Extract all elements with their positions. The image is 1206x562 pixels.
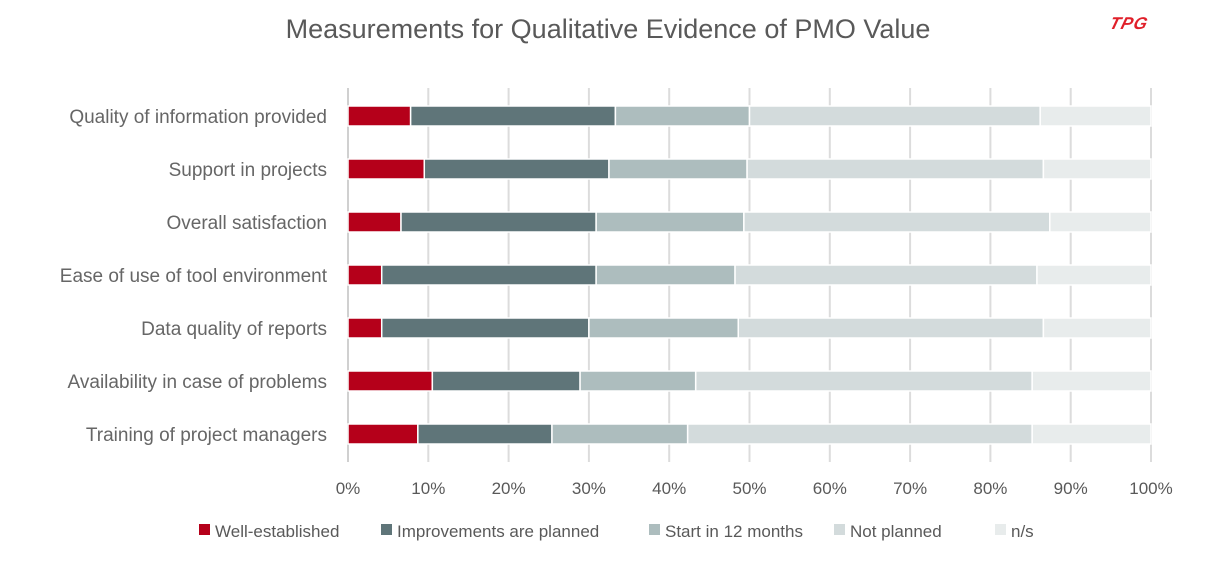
category-label: Availability in case of problems (68, 372, 327, 393)
legend-swatch (649, 524, 660, 535)
legend-label: Well-established (215, 522, 339, 541)
x-tick-label: 10% (411, 479, 445, 498)
bar-segment-n-s (1039, 105, 1152, 127)
bar-segment-well-established (347, 317, 383, 339)
bar-segment-n-s (1042, 158, 1152, 180)
bar-segment-well-established (347, 423, 419, 445)
bar-segment-start-in-12-months (614, 105, 751, 127)
bar-segment-start-in-12-months (595, 211, 745, 233)
bar-segment-not-planned (737, 317, 1045, 339)
x-tick-label: 100% (1129, 479, 1172, 498)
bar-segment-not-planned (746, 158, 1045, 180)
x-tick-label: 60% (813, 479, 847, 498)
bar-segment-improvements-are-planned (423, 158, 610, 180)
legend-label: n/s (1011, 522, 1034, 541)
bar-segment-n-s (1031, 423, 1152, 445)
x-tick-label: 70% (893, 479, 927, 498)
legend-label: Not planned (850, 522, 942, 541)
bar-segment-not-planned (734, 264, 1038, 286)
chart-title: Measurements for Qualitative Evidence of… (285, 14, 931, 44)
category-label: Support in projects (169, 160, 327, 181)
bar-segment-improvements-are-planned (409, 105, 617, 127)
x-tick-label: 50% (732, 479, 766, 498)
bar-segment-improvements-are-planned (400, 211, 597, 233)
bar-segment-improvements-are-planned (380, 317, 590, 339)
bar-segment-improvements-are-planned (380, 264, 597, 286)
bar-segment-well-established (347, 264, 383, 286)
bar-segment-start-in-12-months (588, 317, 740, 339)
bar-segment-not-planned (686, 423, 1033, 445)
x-tick-label: 40% (652, 479, 686, 498)
legend-swatch (381, 524, 392, 535)
bar-segment-well-established (347, 211, 402, 233)
legend-label: Start in 12 months (665, 522, 803, 541)
legend-swatch (199, 524, 210, 535)
x-tick-label: 90% (1054, 479, 1088, 498)
x-tick-label: 20% (492, 479, 526, 498)
legend-label: Improvements are planned (397, 522, 599, 541)
bar-segment-n-s (1036, 264, 1152, 286)
x-tick-label: 0% (336, 479, 361, 498)
x-tick-label: 80% (973, 479, 1007, 498)
category-label: Training of project managers (86, 425, 327, 446)
bar-segment-not-planned (743, 211, 1051, 233)
bar-segment-not-planned (694, 370, 1033, 392)
bar-segment-not-planned (748, 105, 1041, 127)
bar-segment-improvements-are-planned (431, 370, 581, 392)
category-label: Data quality of reports (141, 319, 327, 340)
bar-segment-well-established (347, 370, 434, 392)
category-label: Overall satisfaction (166, 213, 327, 234)
bar-segment-n-s (1049, 211, 1152, 233)
legend-swatch (834, 524, 845, 535)
bar-segment-well-established (347, 158, 426, 180)
bar-segment-well-established (347, 105, 412, 127)
category-label: Quality of information provided (69, 107, 327, 128)
category-label: Ease of use of tool environment (60, 266, 328, 287)
bar-segment-n-s (1031, 370, 1152, 392)
bar-segment-improvements-are-planned (417, 423, 553, 445)
bar-segment-start-in-12-months (595, 264, 736, 286)
legend-swatch (995, 524, 1006, 535)
bar-segment-start-in-12-months (579, 370, 697, 392)
bar-segment-n-s (1042, 317, 1152, 339)
bar-segment-start-in-12-months (551, 423, 689, 445)
bar-segment-start-in-12-months (608, 158, 748, 180)
x-tick-label: 30% (572, 479, 606, 498)
